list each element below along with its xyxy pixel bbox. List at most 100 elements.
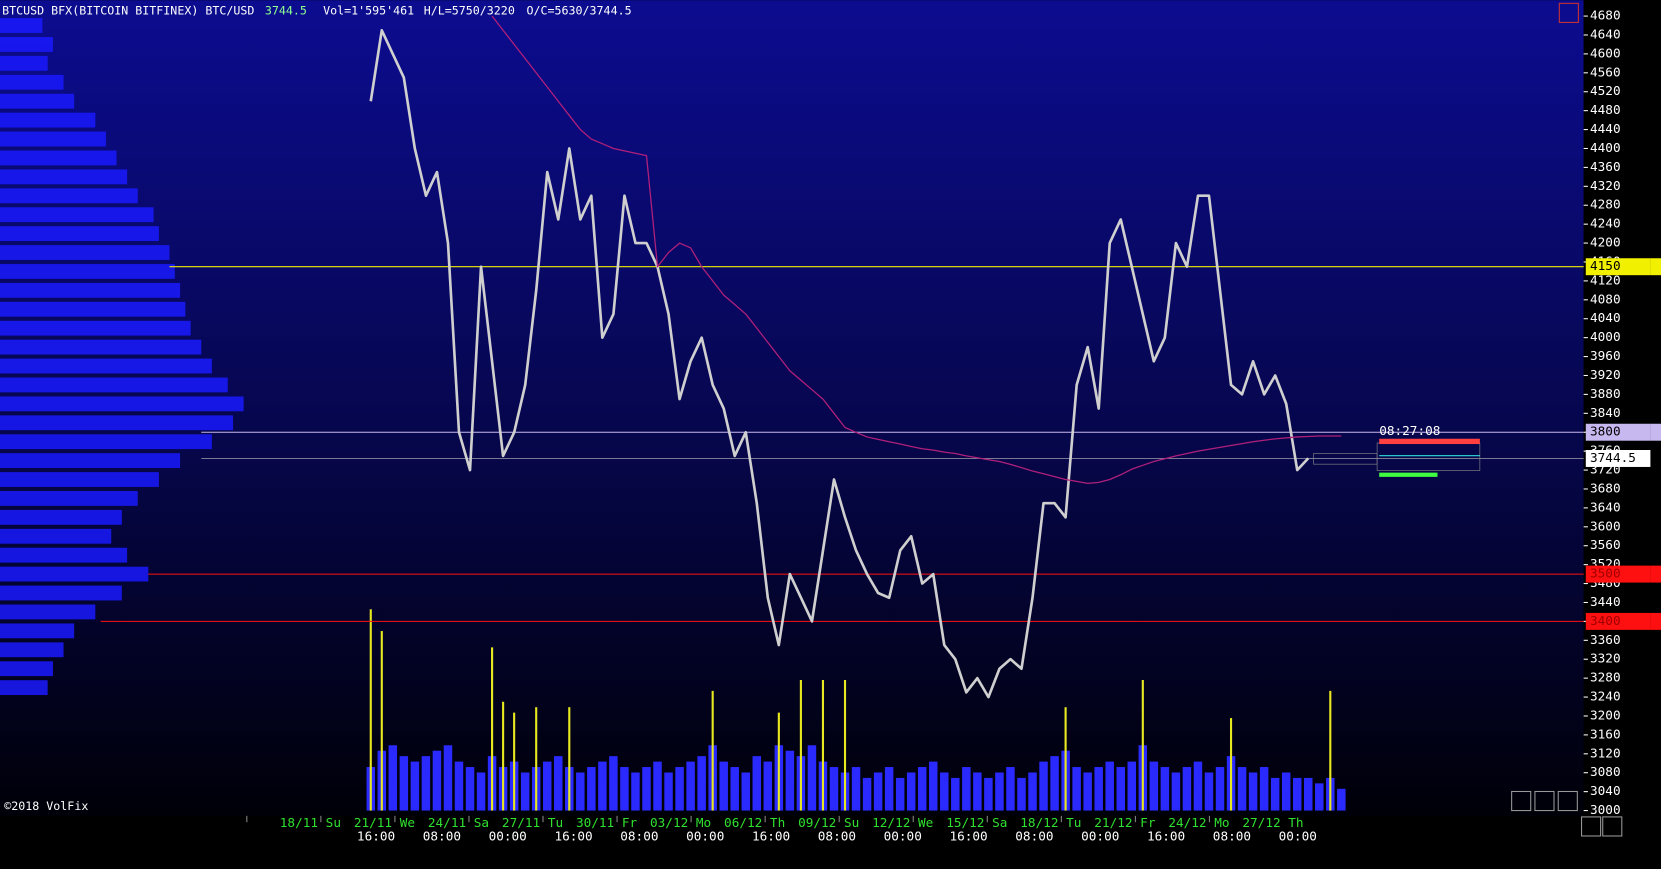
profile-bar: [0, 491, 138, 506]
volume-bar: [609, 756, 618, 811]
level-badge: [1585, 612, 1651, 630]
profile-bar: [0, 415, 234, 431]
profile-bar: [0, 112, 96, 128]
level-badge: [1585, 258, 1651, 276]
profile-bar: [0, 585, 122, 601]
volume-bar: [829, 767, 839, 811]
volume-bar: [697, 756, 706, 811]
x-date-label: 12/12 We: [872, 815, 933, 830]
volume-spike: [799, 680, 802, 811]
volume-bar: [1292, 777, 1302, 811]
profile-bar: [0, 642, 64, 658]
last-badge: [1585, 450, 1651, 467]
profile-bar: [0, 604, 96, 620]
volume-bar: [884, 767, 894, 811]
volume-bar: [906, 772, 916, 811]
volume-bar: [1337, 788, 1346, 811]
profile-bar: [0, 37, 53, 52]
volume-bar: [542, 761, 552, 811]
volume-bar: [1072, 767, 1081, 811]
y-tick-label: 4200: [1590, 235, 1621, 250]
profile-bar: [0, 18, 43, 33]
level-g-box: [1650, 423, 1661, 441]
x-time-label: 00:00: [884, 829, 922, 844]
plot-background: [0, 0, 1584, 816]
volume-bar: [851, 767, 861, 811]
volume-bar: [399, 756, 409, 811]
level-badge: [1585, 423, 1651, 441]
level-g-box: [1650, 565, 1661, 583]
x-axis-bg: [0, 815, 1584, 869]
volume-bar: [962, 767, 971, 811]
profile-bar: [0, 358, 212, 374]
x-date-label: 21/11 We: [354, 815, 415, 830]
y-tick-label: 3040: [1590, 783, 1621, 798]
volume-bar: [1193, 761, 1203, 811]
volume-bar: [1105, 761, 1114, 811]
volume-spike: [380, 631, 383, 811]
volume-bar: [1281, 772, 1291, 811]
y-tick-label: 4040: [1590, 310, 1621, 325]
volume-bar: [664, 772, 673, 811]
layout-button[interactable]: [1511, 790, 1532, 812]
x-date-label: 18/11 Su: [280, 815, 341, 830]
x-date-label: 09/12 Su: [798, 815, 859, 830]
volume-spike: [843, 680, 847, 811]
profile-bar: [0, 320, 191, 336]
volume-bar: [620, 767, 629, 811]
x-date-label: 30/11 Fr: [576, 815, 638, 830]
high-low: H/L=5750/3220: [424, 3, 515, 17]
volume-bar: [929, 761, 938, 811]
y-tick-label: 3000: [1590, 802, 1621, 817]
volume-bar: [1094, 767, 1103, 811]
y-tick-label: 4680: [1590, 8, 1621, 23]
y-tick-label: 4520: [1590, 83, 1621, 98]
x-time-label: 08:00: [620, 829, 658, 844]
volume-bar: [1171, 772, 1181, 811]
open-close: O/C=5630/3744.5: [526, 3, 631, 17]
x-time-label: 16:00: [357, 829, 395, 844]
volume-bar: [730, 767, 739, 811]
volume-bar: [895, 777, 905, 811]
volume-bar: [862, 777, 872, 811]
volume-bar: [410, 761, 420, 811]
volume-bar: [554, 756, 563, 811]
layout-button[interactable]: [1557, 790, 1578, 812]
volume-bar: [520, 772, 530, 811]
profile-bar: [0, 245, 170, 260]
scroll-button[interactable]: [1602, 816, 1623, 837]
x-time-label: 00:00: [489, 829, 527, 844]
y-tick-label: 3640: [1590, 499, 1621, 514]
level-label: 4150: [1590, 258, 1621, 273]
x-date-label: 27/11 Tu: [502, 815, 563, 830]
x-time-label: 00:00: [1279, 829, 1317, 844]
volume-bar: [1304, 777, 1313, 811]
volume-bar: [1149, 761, 1159, 811]
profile-bar: [0, 150, 117, 166]
profile-bar: [0, 377, 228, 393]
y-tick-label: 4280: [1590, 197, 1621, 212]
x-date-label: 24/12 Mo: [1168, 815, 1229, 830]
volume-bar: [1215, 767, 1225, 811]
volume-spike: [568, 707, 571, 811]
volume-bar: [631, 772, 640, 811]
x-date-label: 27/12 Th: [1242, 815, 1303, 830]
timer: 08:27:08: [1379, 423, 1440, 438]
y-tick-label: 4360: [1590, 159, 1621, 174]
profile-bar: [0, 188, 138, 204]
y-tick-label: 4600: [1590, 45, 1621, 60]
y-tick-label: 4560: [1590, 64, 1621, 79]
volume-bar: [1248, 772, 1258, 811]
layout-button[interactable]: [1534, 790, 1555, 812]
x-time-label: 16:00: [949, 829, 987, 844]
scroll-button[interactable]: [1581, 816, 1602, 837]
y-tick-label: 4640: [1590, 26, 1621, 41]
y-tick-label: 3240: [1590, 689, 1621, 704]
draw-tool[interactable]: [1558, 2, 1579, 23]
volume-bar: [1039, 761, 1048, 811]
volume-info: Vol=1'595'461: [323, 3, 414, 17]
volume-spike: [369, 609, 372, 811]
volume-spike: [1064, 707, 1067, 811]
volume-spike: [1141, 680, 1144, 811]
volume-bar: [465, 767, 475, 811]
